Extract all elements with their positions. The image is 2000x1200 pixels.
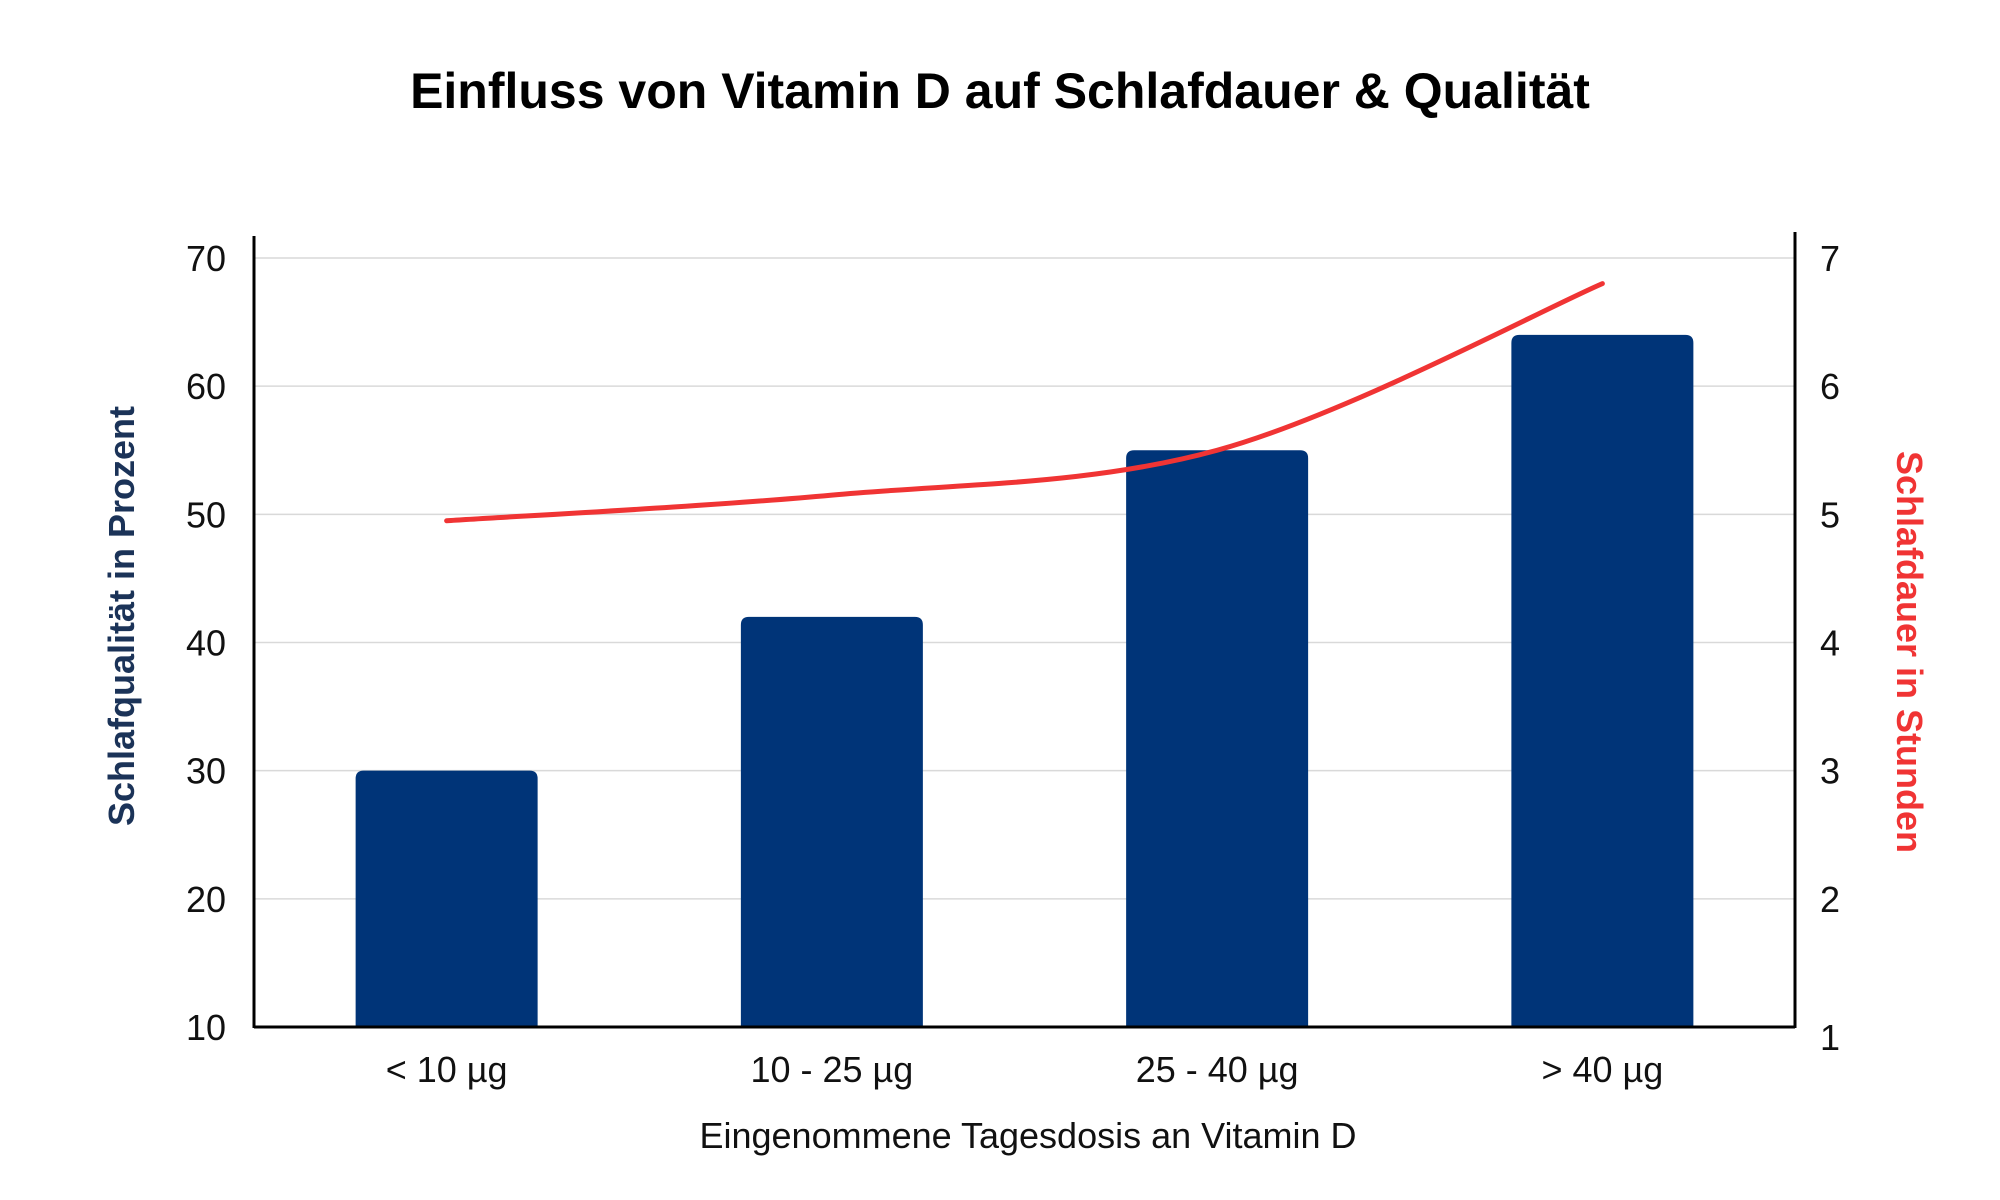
y-tick-label: 30 (186, 751, 226, 792)
right-y-axis-title: Schlafdauer in Stunden (1889, 451, 1930, 853)
bar[interactable] (1126, 450, 1309, 1027)
axes (252, 232, 1797, 1029)
y2-tick-label: 2 (1820, 879, 1840, 920)
right-y-ticks: 1 2 3 4 5 6 7 (1820, 238, 1840, 1058)
x-tick-labels: < 10 µg 10 - 25 µg 25 - 40 µg > 40 µg (386, 1049, 1664, 1090)
y-tick-label: 20 (186, 879, 226, 920)
bar[interactable] (1511, 334, 1694, 1027)
y2-tick-label: 5 (1820, 494, 1840, 535)
y-tick-label: 70 (186, 238, 226, 279)
y-tick-label: 60 (186, 366, 226, 407)
y2-tick-label: 7 (1820, 238, 1840, 279)
duration-line (444, 281, 1605, 524)
left-y-axis-title: Schlafqualität in Prozent (101, 406, 142, 826)
y2-tick-label: 4 (1820, 623, 1840, 664)
duration-line-path (444, 281, 1605, 524)
bar[interactable] (740, 616, 923, 1027)
x-tick-label: < 10 µg (386, 1049, 508, 1090)
bars (355, 334, 1694, 1027)
y-tick-label: 50 (186, 494, 226, 535)
x-tick-label: > 40 µg (1541, 1049, 1663, 1090)
left-y-ticks: 10 20 30 40 50 60 70 (186, 238, 226, 1048)
x-axis-title: Eingenommene Tagesdosis an Vitamin D (699, 1115, 1356, 1156)
x-tick-label: 10 - 25 µg (750, 1049, 913, 1090)
y-tick-label: 40 (186, 623, 226, 664)
bar[interactable] (355, 770, 538, 1027)
y-tick-label: 10 (186, 1007, 226, 1048)
x-tick-label: 25 - 40 µg (1136, 1049, 1299, 1090)
y2-tick-label: 3 (1820, 751, 1840, 792)
chart-title: Einfluss von Vitamin D auf Schlafdauer &… (410, 63, 1590, 119)
y2-tick-label: 6 (1820, 366, 1840, 407)
y2-tick-label: 1 (1820, 1017, 1840, 1058)
